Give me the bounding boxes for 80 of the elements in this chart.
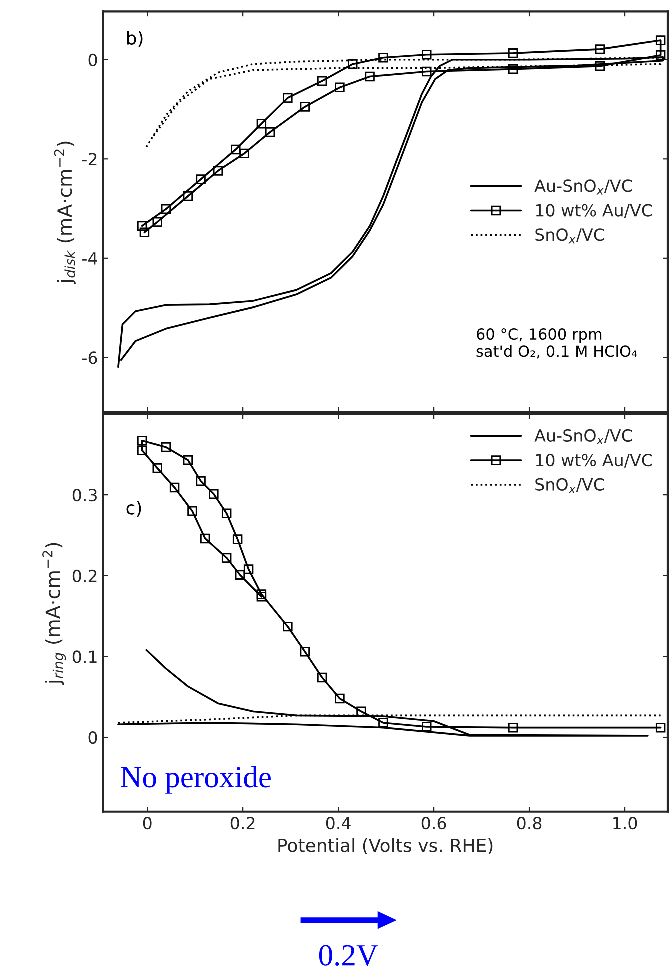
annotation: c): [126, 500, 142, 518]
y-tick-label: 0: [88, 731, 98, 744]
point: [231, 144, 241, 155]
y-tick-label: -4: [82, 252, 98, 265]
y-tick-label: 0.1: [72, 650, 97, 664]
point: [300, 647, 310, 657]
annotation: No peroxide: [121, 766, 271, 794]
y-tick-label: 0.3: [72, 489, 97, 502]
point: [508, 722, 518, 733]
legend-label: 10 wt% Au/VC: [536, 454, 652, 468]
point: [256, 119, 267, 129]
point: [348, 59, 358, 70]
legend-label: Au-SnO$_{x}$/VC: [534, 180, 632, 195]
point: [300, 102, 310, 112]
x-tick-label: 0: [143, 817, 152, 830]
point: [232, 534, 243, 544]
point: [335, 694, 345, 704]
point: [188, 506, 198, 516]
x-tick-label: 0.8: [517, 817, 542, 830]
point: [422, 722, 432, 732]
point: [222, 508, 232, 519]
point: [256, 590, 267, 600]
point: [365, 72, 375, 82]
point: [240, 148, 250, 159]
point: [137, 221, 148, 232]
point: [183, 455, 194, 466]
point: [200, 534, 210, 544]
point: [161, 204, 172, 214]
x-tick-label: 0.6: [422, 817, 446, 830]
point: [422, 50, 432, 60]
point: [222, 553, 232, 563]
point: [335, 82, 345, 93]
point: [378, 718, 388, 728]
point: [213, 166, 224, 176]
point: [356, 706, 366, 717]
point: [152, 464, 162, 474]
x-tick-label: 0.4: [326, 817, 351, 830]
point: [196, 476, 206, 486]
point: [161, 442, 172, 452]
point: [656, 722, 666, 733]
point: [508, 48, 518, 58]
y-tick-label: -2: [82, 153, 97, 166]
legend-label: SnO$_{x}$/VC: [536, 228, 604, 244]
annotation: 60 °C, 1600 rpm sat'd O₂, 0.1 M HClO₄: [476, 328, 638, 359]
point: [595, 61, 606, 72]
legend-label: SnO$_{x}$/VC: [536, 478, 604, 494]
y-tick-label: 0.2: [72, 570, 97, 582]
point: [656, 50, 666, 60]
y-axis-title: j$_{disk}$ (mA·cm$^{−2}$): [54, 142, 76, 284]
y-tick-label: -6: [82, 352, 98, 364]
point: [140, 228, 150, 238]
x-tick-label: 0.2: [230, 817, 255, 830]
point: [378, 53, 388, 63]
point: [152, 217, 162, 228]
point: [256, 592, 267, 602]
text: 0.2V: [319, 945, 378, 966]
point: [508, 64, 518, 74]
x-tick-label: 1.0: [614, 817, 638, 830]
y-axis-title: j$_{ring}$ (mA·cm$^{−2}$): [42, 543, 66, 685]
point: [422, 66, 432, 77]
point: [317, 76, 328, 86]
point: [235, 570, 246, 580]
point: [170, 482, 180, 493]
point: [265, 127, 276, 138]
point: [196, 174, 206, 184]
x-axis-title: Potential (Volts vs. RHE): [278, 838, 493, 855]
point: [283, 622, 293, 632]
point: [137, 436, 148, 446]
y-tick-label: 0: [88, 54, 98, 66]
legend-label: Au-SnO$_{x}$/VC: [534, 429, 632, 445]
point: [283, 93, 293, 103]
annotation: b): [127, 31, 143, 48]
point: [244, 564, 254, 574]
point: [656, 36, 666, 46]
legend-label: 10 wt% Au/VC: [536, 204, 652, 218]
point: [595, 44, 606, 54]
point: [209, 489, 219, 500]
point: [183, 192, 194, 202]
point: [317, 672, 328, 683]
point: [137, 446, 148, 456]
